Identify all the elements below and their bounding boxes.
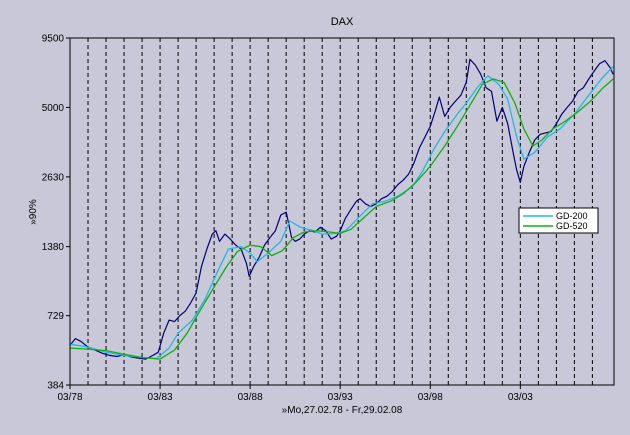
y-tick-label: 729 — [47, 311, 64, 322]
chart-title: DAX — [331, 16, 354, 28]
x-tick-label: 03/93 — [328, 392, 353, 403]
gridlines — [87, 38, 593, 385]
x-tick-label: 03/03 — [508, 392, 533, 403]
gd520-line — [69, 78, 614, 360]
x-tick-label: 03/98 — [418, 392, 443, 403]
series-lines — [69, 58, 614, 360]
x-tick-label: 03/83 — [148, 392, 173, 403]
y-tick-label: 5000 — [42, 103, 65, 114]
x-ticks: 03/78 03/83 03/88 03/93 03/98 03/03 — [57, 385, 533, 403]
y-ticks: 384 729 1380 2630 5000 9500 — [42, 34, 70, 392]
x-tick-label: 03/78 — [57, 392, 82, 403]
y-tick-label: 1380 — [42, 242, 65, 253]
legend-label-gd200: GD-200 — [556, 211, 588, 221]
legend-label-gd520: GD-520 — [556, 221, 588, 231]
legend: GD-200 GD-520 — [518, 207, 599, 234]
x-axis-label: »Mo,27.02.78 - Fr,29.02.08 — [282, 405, 403, 416]
y-tick-label: 2630 — [42, 172, 65, 183]
dax-price-line — [69, 58, 614, 360]
x-tick-label: 03/88 — [238, 392, 263, 403]
y-axis-label: »90% — [28, 199, 39, 225]
gd200-line — [69, 66, 614, 360]
plot-frame — [69, 37, 615, 386]
y-tick-label: 384 — [47, 381, 64, 392]
legend-box — [518, 207, 599, 234]
y-tick-label: 9500 — [42, 34, 65, 45]
